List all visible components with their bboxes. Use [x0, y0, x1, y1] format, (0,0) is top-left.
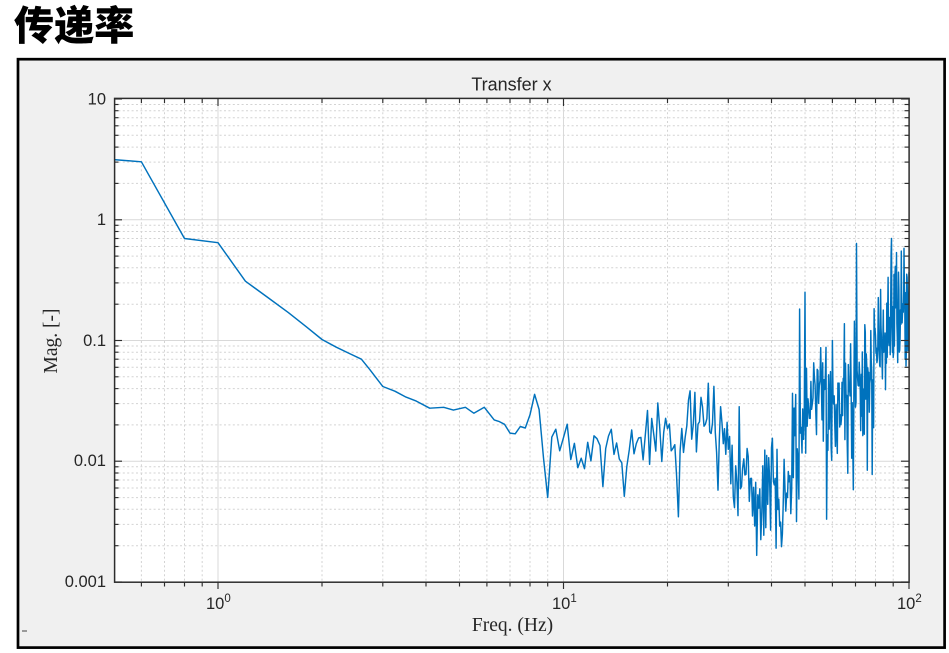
svg-text:0.1: 0.1: [83, 332, 106, 350]
svg-text:Transfer x: Transfer x: [471, 75, 551, 95]
svg-text:10: 10: [88, 91, 106, 109]
svg-text:Freq. (Hz): Freq. (Hz): [472, 615, 553, 636]
svg-text:0.001: 0.001: [65, 573, 106, 591]
svg-text:0.01: 0.01: [74, 452, 106, 470]
svg-text:1: 1: [97, 211, 106, 229]
svg-text:Mag. [-]: Mag. [-]: [41, 309, 62, 374]
